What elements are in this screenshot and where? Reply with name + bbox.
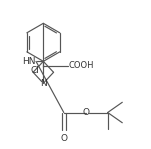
Text: HN: HN (22, 57, 35, 66)
Text: COOH: COOH (69, 61, 94, 70)
Text: N: N (40, 79, 47, 88)
Text: Cl: Cl (30, 66, 39, 75)
Text: O: O (60, 134, 67, 143)
Text: O: O (82, 108, 89, 117)
